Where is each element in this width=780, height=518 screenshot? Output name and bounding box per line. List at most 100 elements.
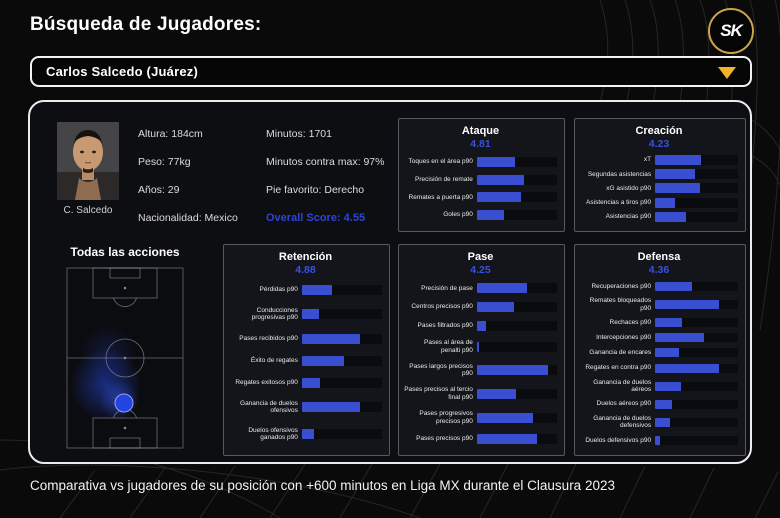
bar-label: Precisión de pase (421, 284, 473, 292)
bar-track (655, 300, 738, 310)
bar-row: Pérdidas p90 (229, 285, 382, 295)
bar-row: Pases al área de penalti p90 (404, 339, 557, 354)
bar-fill (476, 210, 505, 221)
bar-label: Éxito de regates (250, 357, 298, 365)
heatmap-blob-faint (80, 325, 136, 381)
bar-track (655, 282, 738, 292)
bar-track (655, 318, 738, 328)
bar-fill (476, 320, 487, 331)
bar-track (655, 333, 738, 343)
bar-fill (655, 399, 672, 409)
bar-label: Pases precisos al tercio final p90 (404, 386, 473, 401)
bar-row: Pases recibidos p90 (229, 333, 382, 344)
bar-track (301, 333, 382, 344)
panel-defensa: Defensa 4.36 Recuperaciones p90 Remates b… (574, 244, 746, 456)
bar-fill (301, 333, 360, 344)
bar-track (655, 417, 738, 427)
bar-label: Regates en contra p90 (585, 364, 652, 372)
bar-track (655, 363, 738, 373)
bar-label: Asistencias p90 (605, 213, 652, 221)
dropdown-caret-icon (718, 67, 736, 79)
info-nacionalidad: Nacionalidad: Mexico (138, 212, 238, 224)
bar-fill (655, 282, 693, 292)
bar-label: xT (643, 156, 652, 164)
bar-track (476, 320, 557, 331)
info-peso: Peso: 77kg (138, 156, 191, 168)
bar-fill (655, 300, 719, 310)
info-altura: Altura: 184cm (138, 128, 203, 140)
bar-label: Asistencias a tiros p90 (586, 198, 652, 206)
bar-label: Regates exitosos p90 (235, 379, 298, 387)
bar-label: Segundas asistencias (587, 170, 652, 178)
bar-label: Pases filtrados p90 (417, 321, 473, 329)
bar-track (476, 365, 557, 376)
panel-score: 4.36 (648, 264, 670, 276)
bar-fill (476, 301, 514, 312)
overall-score: Overall Score: 4.55 (266, 212, 366, 224)
bar-row: Segundas asistencias (580, 169, 738, 180)
bar-fill (476, 388, 517, 399)
bar-track (655, 155, 738, 166)
panel-creacion: Creación 4.23 xT Segundas asistencias xG a… (574, 118, 746, 232)
bar-fill (655, 197, 675, 208)
bar-track (655, 381, 738, 391)
bar-row: Pases progresivos precisos p90 (404, 410, 557, 425)
bar-row: Goles p90 (404, 210, 557, 221)
bar-fill (301, 378, 321, 388)
bar-track (655, 211, 738, 222)
bar-row: Remates bloqueados p90 (580, 297, 738, 312)
bar-row: Ganancia de duelos ofensivos (229, 400, 382, 415)
bar-row: Centros precisos p90 (404, 301, 557, 312)
player-portrait-graphic (57, 122, 119, 200)
bar-row: Ganancia de encares (580, 348, 738, 358)
info-minutos-contra: Minutos contra max: 97% (266, 156, 385, 168)
bar-row: Pases precisos al tercio final p90 (404, 386, 557, 401)
bar-track (301, 429, 382, 440)
bar-row: Pases filtrados p90 (404, 320, 557, 331)
bar-fill (655, 435, 661, 445)
player-select-dropdown[interactable]: Carlos Salcedo (Juárez) (30, 56, 752, 87)
panel-score: 4.25 (470, 264, 491, 276)
panel-rows: Pérdidas p90 Conducciones progresivas p90… (229, 279, 382, 448)
bar-row: Pases largos precisos p90 (404, 363, 557, 378)
player-name: C. Salcedo (63, 205, 113, 216)
bar-label: Remates a puerta p90 (408, 193, 473, 201)
main-card: C. Salcedo Altura: 184cm Peso: 77kg Años… (28, 100, 752, 464)
player-info-left: Altura: 184cm Peso: 77kg Años: 29 Nacion… (138, 120, 268, 232)
bar-row: Regates en contra p90 (580, 363, 738, 373)
bar-row: Ganancia de duelos aéreos (580, 379, 738, 394)
panel-rows: Precisión de pase Centros precisos p90 Pas… (404, 279, 557, 448)
bar-fill (476, 174, 525, 185)
sk-logo-text: SK (720, 21, 743, 40)
bar-label: Intercepciones p90 (596, 334, 652, 342)
bar-label: Toques en el área p90 (408, 158, 473, 166)
bar-fill (301, 402, 361, 413)
panel-rows: xT Segundas asistencias xG asistido p90 Asi… (580, 153, 738, 224)
bar-fill (301, 429, 314, 440)
panel-title: Defensa (637, 251, 681, 263)
bar-label: Duelos aéreos p90 (596, 400, 652, 408)
bar-label: xG asistido p90 (606, 184, 652, 192)
bar-row: xT (580, 155, 738, 166)
panel-title: Creación (635, 125, 683, 137)
bar-fill (301, 285, 332, 295)
bar-row: Duelos aéreos p90 (580, 399, 738, 409)
bar-label: Precisión de remate (415, 175, 473, 183)
bar-row: Duelos defensivos p90 (580, 435, 738, 445)
page-title: Búsqueda de Jugadores: (30, 14, 262, 35)
bar-fill (476, 192, 521, 203)
bar-label: Remates bloqueados p90 (589, 297, 652, 312)
bar-track (301, 355, 382, 366)
bar-track (655, 183, 738, 194)
bar-label: Pases recibidos p90 (239, 335, 298, 343)
bar-row: Asistencias p90 (580, 211, 738, 222)
bar-label: Pases precisos p90 (416, 434, 473, 442)
bar-track (476, 412, 557, 423)
player-info-right: Minutos: 1701 Minutos contra max: 97% Pi… (266, 120, 406, 232)
bar-row: Precisión de remate (404, 174, 557, 185)
bar-fill (655, 211, 686, 222)
bar-fill (655, 363, 719, 373)
bar-row: Asistencias a tiros p90 (580, 197, 738, 208)
pitch-heatmap (66, 267, 184, 449)
bar-track (476, 388, 557, 399)
